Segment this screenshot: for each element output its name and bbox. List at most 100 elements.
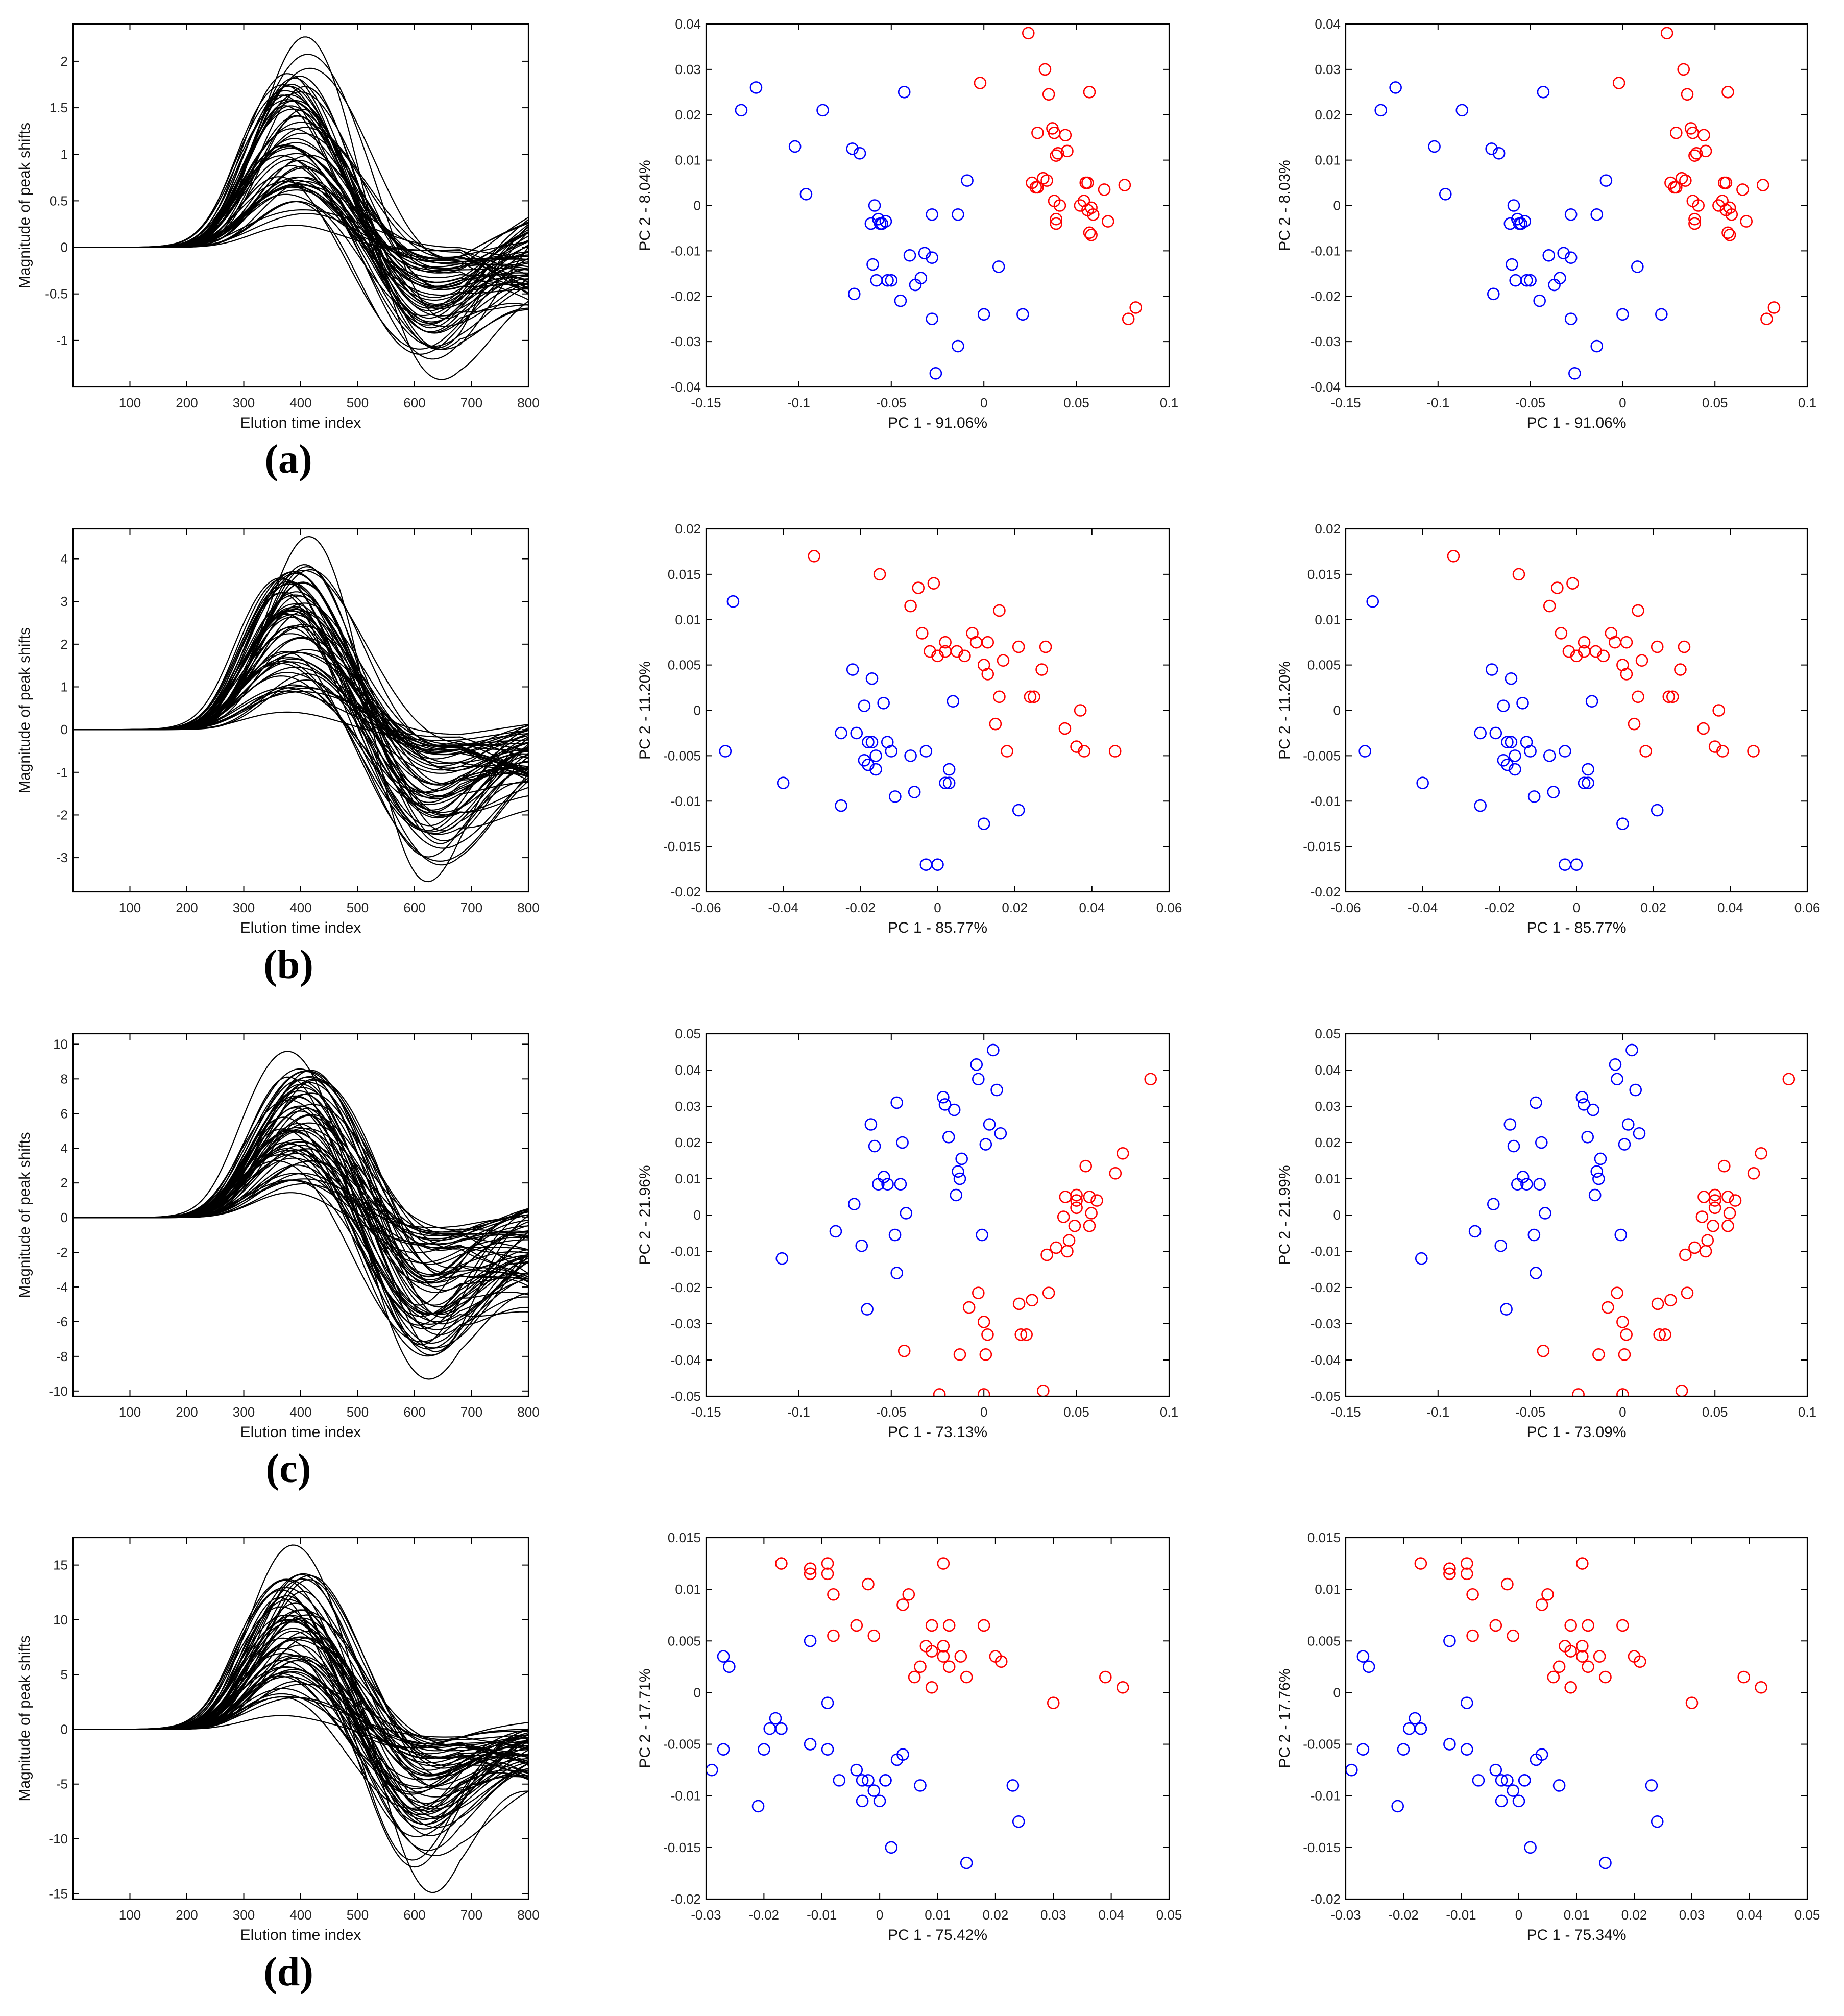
scatter-point-group-2	[994, 1655, 1008, 1668]
x-tick-label: 800	[517, 1404, 539, 1420]
scatter-point-group-1	[1489, 726, 1502, 740]
x-tick-label: 800	[517, 395, 539, 410]
scatter-point-group-2	[1026, 1294, 1038, 1307]
y-tick-label: 4	[61, 1140, 68, 1156]
x-tick-label: 0	[980, 395, 987, 410]
shift-curve	[73, 637, 528, 781]
y-tick-label: 0.03	[1315, 1099, 1341, 1114]
scatter-point-group-1	[726, 595, 740, 608]
x-axis-label: PC 1 - 85.77%	[1526, 919, 1626, 936]
scatter-point-group-1	[1439, 187, 1452, 201]
y-tick-label: 0.02	[675, 1135, 701, 1150]
scatter-point-group-1	[1520, 274, 1533, 287]
x-tick-label: 0.01	[925, 1907, 951, 1923]
scatter-point-group-1	[1592, 1172, 1605, 1185]
shift-curve	[73, 625, 528, 764]
x-tick-label: -0.04	[1408, 900, 1438, 915]
plot-area	[1415, 1043, 1796, 1396]
y-tick-label: -10	[48, 1383, 68, 1399]
x-tick-label: 600	[403, 1404, 425, 1420]
scatter-point-group-2	[1052, 147, 1064, 160]
y-axis-label: Magnitude of peak shifts	[16, 123, 33, 288]
y-tick-label: -0.005	[663, 748, 701, 763]
y-tick-label: 0.005	[1307, 1633, 1341, 1648]
shift-curve	[73, 582, 528, 816]
x-tick-label: 600	[403, 395, 425, 410]
scatter-point-group-1	[856, 1774, 869, 1787]
scatter-point-group-1	[1497, 754, 1510, 767]
y-tick-label: 1.5	[50, 100, 68, 115]
scatter-point-group-1	[833, 1774, 846, 1787]
y-axis-label: Magnitude of peak shifts	[16, 627, 33, 793]
scatter-point-group-1	[960, 1856, 973, 1869]
y-tick-label: 0.01	[1315, 1582, 1341, 1597]
x-tick-label: 800	[517, 900, 539, 915]
chart-c-shifts: 100 200 300 400 500 600 700 800 -10 -8 -6 -4 -2 0 2 4 6 8…	[16, 1033, 540, 1441]
scatter-point-group-1	[719, 745, 732, 758]
x-tick-label: 0.02	[1621, 1907, 1647, 1923]
scatter-point-group-1	[816, 104, 829, 117]
y-tick-label: 0.02	[1315, 1135, 1341, 1150]
scatter-point-group-1	[865, 736, 879, 749]
x-axis-label: PC 1 - 91.06%	[888, 415, 987, 431]
panel-label-c: (c)	[265, 1446, 311, 1491]
scatter-point-group-2	[1729, 1194, 1742, 1207]
x-tick-label: 0	[1515, 1907, 1522, 1923]
x-tick-label: -0.05	[1515, 1404, 1545, 1420]
scatter-point-group-1	[821, 1696, 834, 1709]
y-tick-label: 0	[1333, 703, 1341, 718]
scatter-point-group-2	[873, 568, 886, 581]
scatter-point-group-2	[1461, 1557, 1473, 1570]
y-tick-label: 0.02	[675, 521, 701, 537]
scatter-point-group-2	[1688, 217, 1701, 230]
scatter-point-group-2	[1612, 77, 1625, 89]
scatter-point-group-1	[885, 274, 898, 287]
scatter-point-group-2	[942, 1619, 956, 1632]
scatter-point-group-1	[868, 199, 881, 212]
shift-curve	[73, 138, 528, 274]
scatter-point-group-1	[894, 1178, 907, 1191]
y-tick-label: -4	[56, 1279, 68, 1295]
scatter-point-group-2	[1582, 1619, 1594, 1632]
scatter-point-group-2	[1047, 1696, 1060, 1709]
x-tick-label: 0.06	[1794, 900, 1821, 915]
shift-curve	[73, 609, 528, 832]
y-tick-label: -5	[56, 1777, 68, 1792]
x-tick-label: 700	[460, 900, 482, 915]
scatter-point-group-2	[1620, 1328, 1633, 1341]
scatter-point-group-1	[896, 1136, 909, 1149]
y-tick-label: 0.04	[1315, 16, 1341, 32]
scatter-point-group-1	[1530, 1096, 1542, 1109]
scatter-point-group-2	[1609, 636, 1621, 649]
chart-b-shifts: 100 200 300 400 500 600 700 800 -3 -2 -1 0 1 2 3 4 Eluti…	[16, 528, 540, 936]
panel-label-d: (d)	[263, 1950, 313, 1995]
x-axis-label: PC 1 - 73.13%	[888, 1424, 987, 1441]
y-tick-label: -0.01	[1311, 1244, 1341, 1259]
scatter-point-group-2	[1117, 1681, 1129, 1694]
shift-curve	[73, 1636, 528, 1752]
scatter-point-group-1	[1507, 199, 1520, 212]
x-tick-label: -0.05	[1515, 395, 1545, 410]
scatter-point-group-1	[904, 749, 917, 762]
scatter-point-group-2	[1083, 226, 1096, 239]
scatter-point-group-1	[868, 1139, 881, 1153]
x-tick-label: -0.05	[876, 1404, 906, 1420]
scatter-point-group-1	[1518, 215, 1532, 228]
scatter-point-group-1	[862, 1774, 875, 1787]
scatter-point-group-1	[1559, 858, 1571, 871]
x-tick-label: -0.02	[1485, 900, 1515, 915]
scatter-point-group-1	[900, 1207, 913, 1220]
scatter-point-group-2	[969, 636, 983, 649]
plot-frame	[1345, 1537, 1808, 1900]
scatter-point-group-2	[1628, 717, 1641, 731]
scatter-point-group-2	[1616, 1619, 1629, 1632]
scatter-point-group-2	[1085, 1207, 1098, 1220]
scatter-point-group-1	[1578, 1098, 1590, 1111]
y-tick-label: 0.03	[675, 62, 701, 77]
scatter-point-group-2	[1721, 1220, 1734, 1232]
scatter-point-group-1	[1585, 695, 1598, 708]
scatter-point-group-2	[1466, 1629, 1479, 1642]
scatter-point-group-1	[885, 1841, 898, 1854]
scatter-point-group-1	[992, 260, 1005, 273]
scatter-point-group-2	[1555, 627, 1568, 640]
